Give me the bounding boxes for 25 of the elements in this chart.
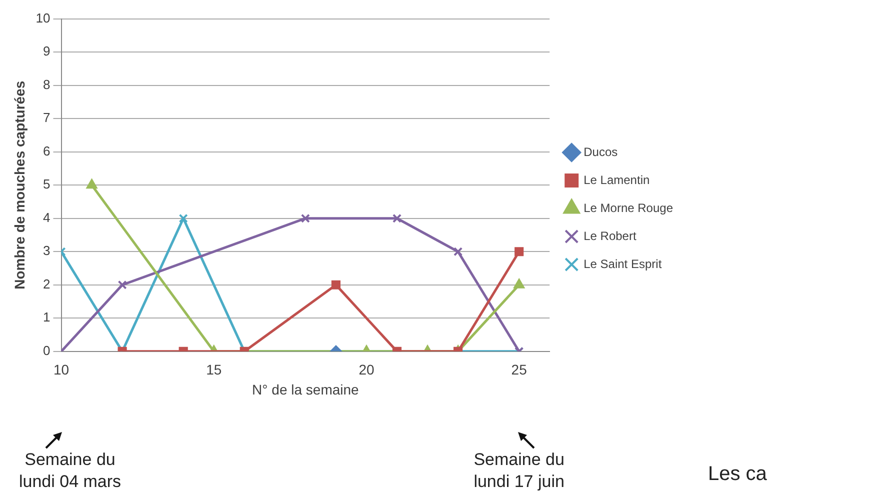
legend-label: Ducos [584,144,618,159]
y-axis-title: Nombre de mouches capturées [11,80,28,290]
x-tick-label: 10 [53,362,70,378]
x-tick-label: 20 [358,362,374,378]
legend-label: Le Morne Rouge [584,200,674,215]
y-tick-label: 4 [43,210,50,225]
text: Semaine du lundi 04 mars [18,449,122,493]
legend-label: Le Lamentin [584,172,650,187]
y-tick-label: 7 [43,110,50,126]
x-axis-title: N° de la semaine [252,381,360,398]
y-tick-label: 1 [43,310,50,325]
y-tick-label: 6 [43,143,50,158]
legend-label: Le Robert [584,228,637,243]
x-tick-label: 15 [206,362,222,378]
x-tick-label: 25 [511,362,528,378]
y-tick-label: 9 [43,44,50,59]
y-tick-label: 8 [43,76,50,92]
y-tick-label: 10 [36,10,50,26]
legend-label: Le Saint Esprit [584,256,662,271]
y-tick-label: 5 [43,176,50,192]
text: Les ca [708,463,767,486]
text: Semaine du lundi 17 juin [472,449,566,493]
y-tick-label: 0 [43,342,50,358]
y-tick-label: 3 [43,243,50,258]
y-tick-label: 2 [43,276,50,292]
